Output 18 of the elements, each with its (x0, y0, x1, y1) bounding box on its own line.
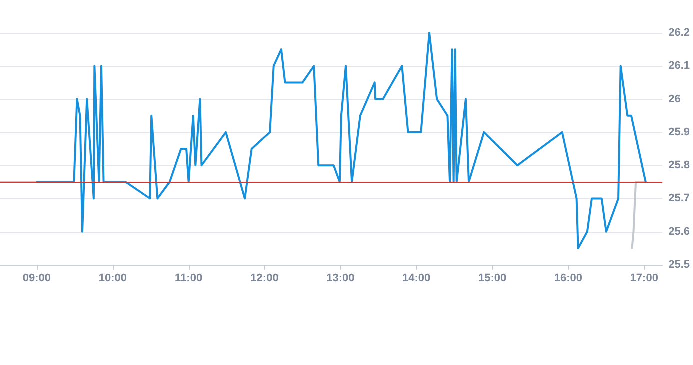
x-tick-label: 16:00 (554, 272, 583, 284)
y-tick-label: 25.7 (668, 192, 690, 205)
y-tick-label: 25.6 (668, 226, 690, 238)
y-tick-label: 26.1 (668, 60, 690, 72)
x-tick-label: 11:00 (175, 272, 203, 284)
y-tick-label: 26 (668, 93, 681, 106)
x-tick-label: 14:00 (402, 272, 431, 284)
x-tick-label: 15:00 (478, 272, 507, 284)
y-tick-label: 25.9 (668, 126, 690, 138)
x-tick-label: 17:00 (630, 272, 658, 284)
x-tick-label: 13:00 (326, 272, 355, 284)
x-tick-label: 12:00 (250, 272, 279, 284)
x-tick-label: 10:00 (98, 272, 127, 284)
line-series (36, 32, 647, 250)
y-tick-label: 25.5 (668, 259, 690, 271)
y-tick-label: 25.8 (668, 160, 690, 172)
y-tick-label: 26.2 (668, 27, 690, 39)
x-tick-label: 09:00 (22, 272, 52, 284)
